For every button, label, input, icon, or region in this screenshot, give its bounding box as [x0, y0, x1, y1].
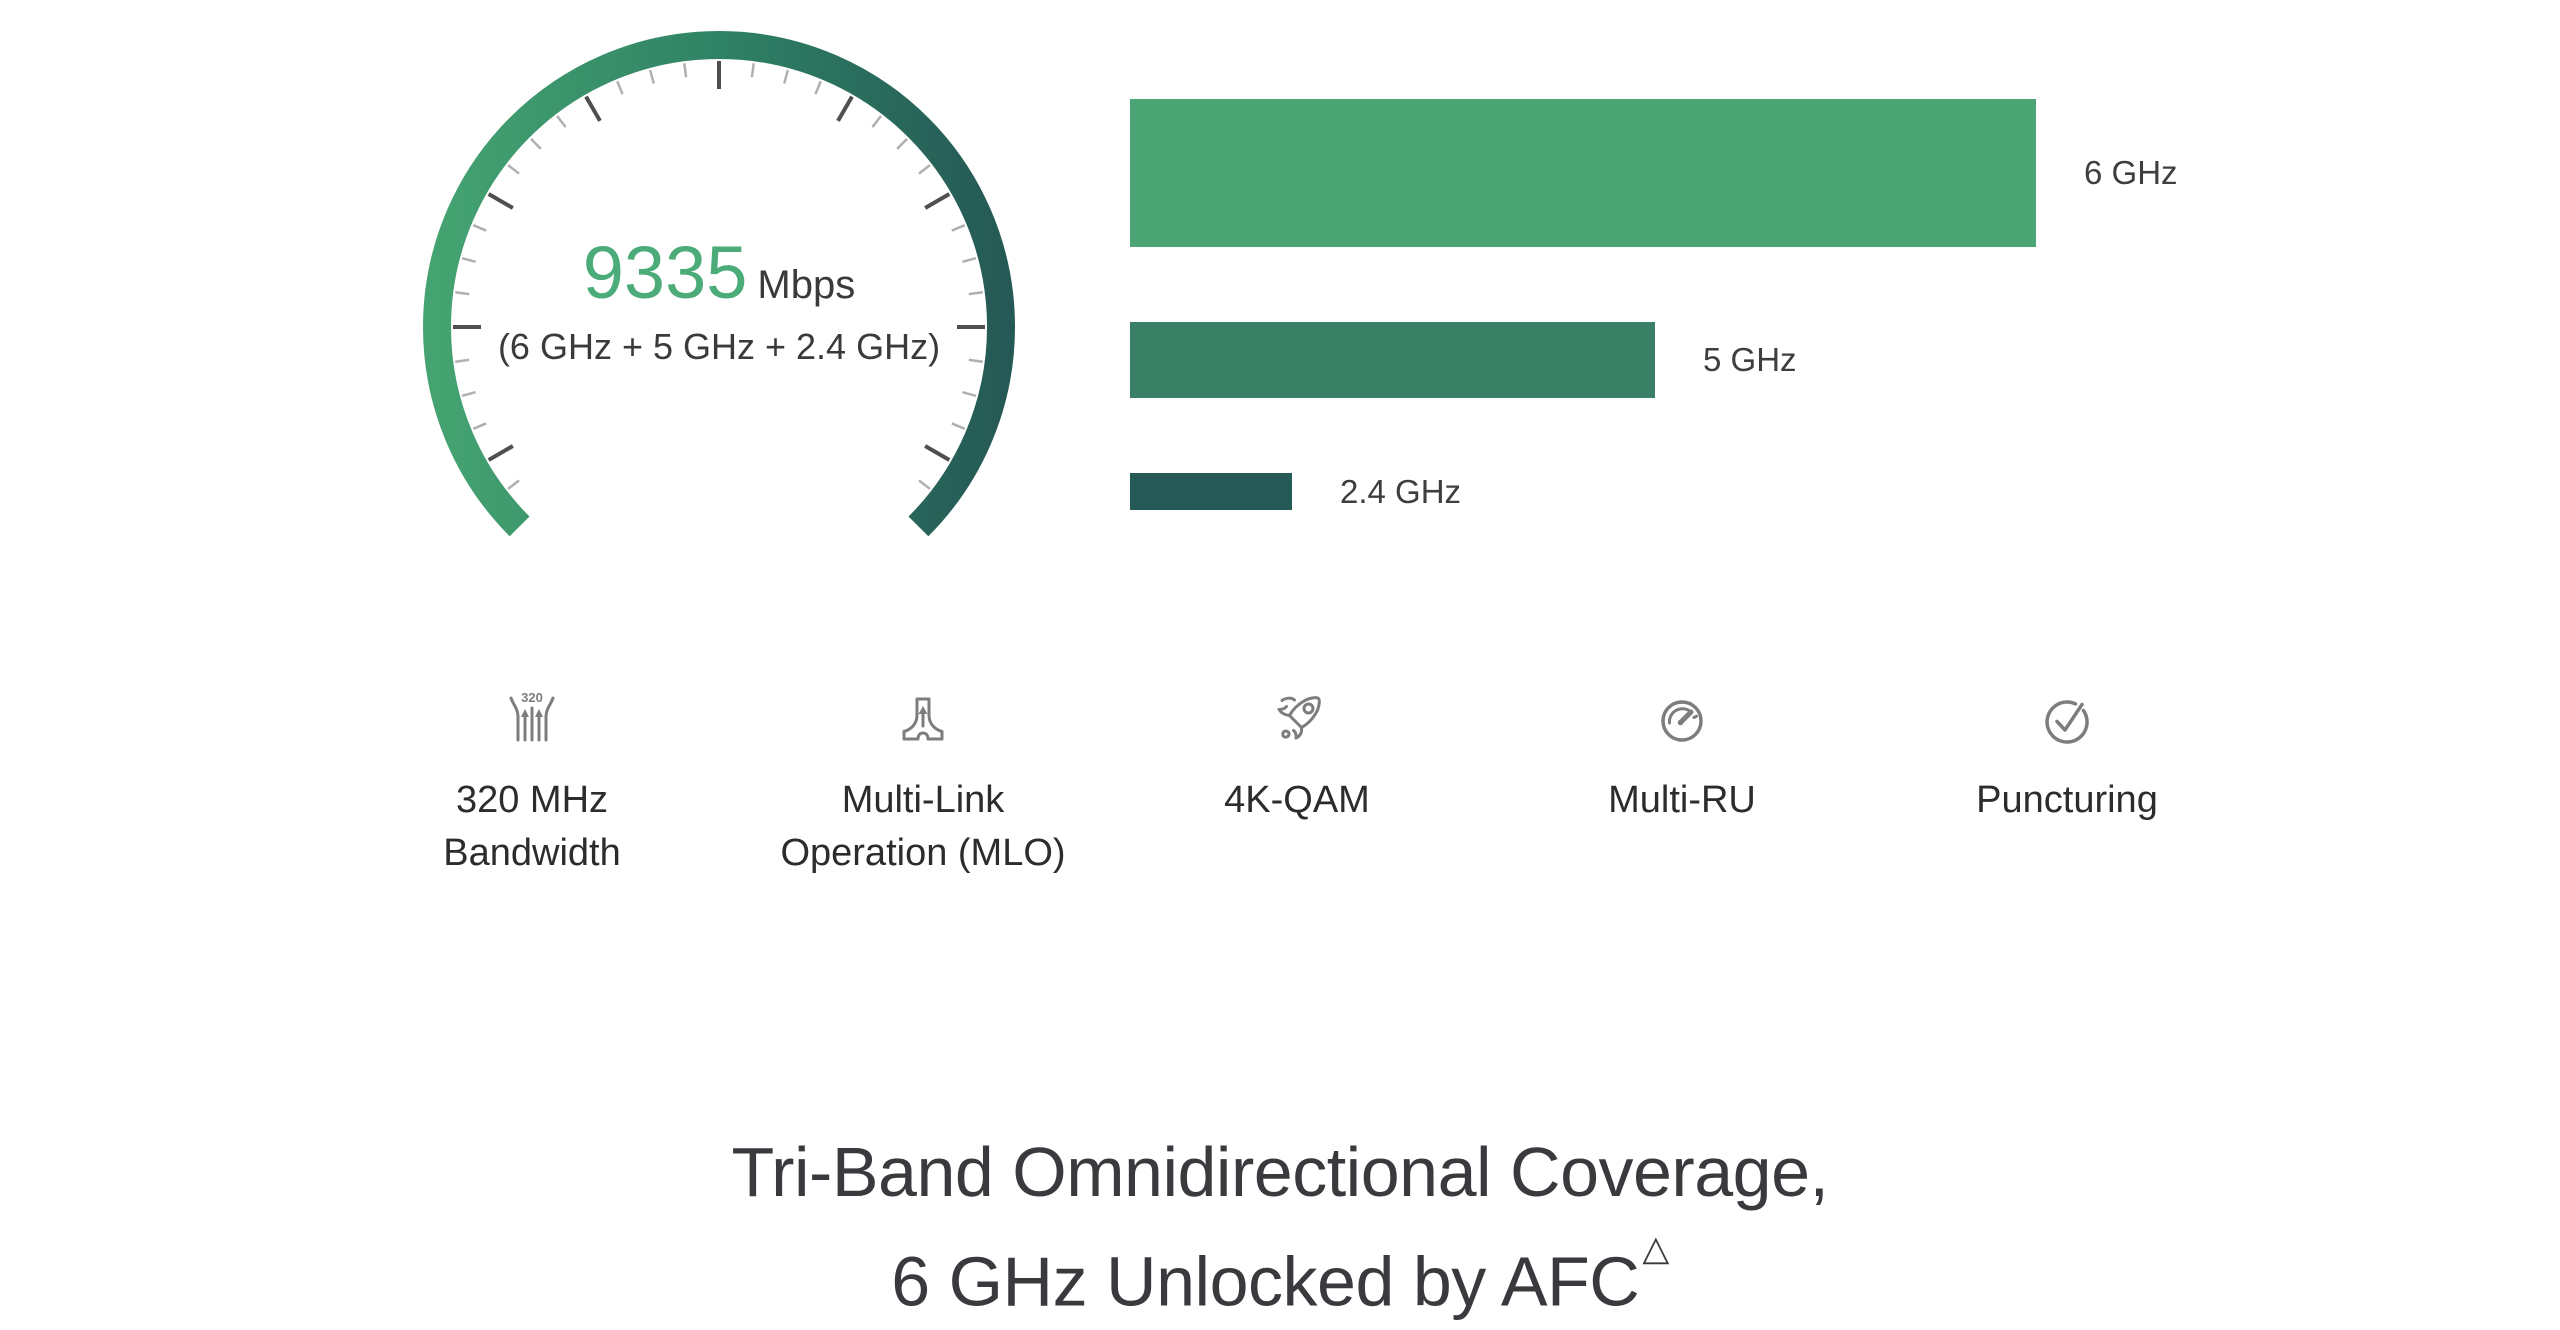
section-heading: Tri-Band Omnidirectional Coverage, 6 GHz… — [0, 1124, 2560, 1330]
feature-label-line2: Operation (MLO) — [780, 832, 1066, 874]
check-circle-icon — [2045, 700, 2089, 744]
heading-line2: 6 GHz Unlocked by AFC△ — [891, 1229, 1669, 1321]
bandwidth-320-icon: 320 — [509, 690, 555, 742]
gauge-subtitle: (6 GHz + 5 GHz + 2.4 GHz) — [497, 326, 941, 367]
bar-row-2-4-ghz: 2.4 GHz — [1130, 473, 1461, 510]
svg-text:320: 320 — [521, 690, 543, 705]
feature-320mhz-bandwidth: 320 320 MHz Bandwidth — [332, 688, 732, 880]
gauge-readout: 9335 Mbps (6 GHz + 5 GHz + 2.4 GHz) — [419, 236, 1019, 368]
multi-link-icon — [902, 697, 944, 741]
gauge-dial-icon — [423, 31, 1015, 537]
bar-label-6-ghz: 6 GHz — [2084, 154, 2178, 191]
bar-2-4-ghz — [1130, 473, 1292, 510]
feature-multi-ru: Multi-RU — [1482, 688, 1882, 827]
feature-multi-link-operation: Multi-Link Operation (MLO) — [723, 688, 1123, 880]
gauge-value: 9335 — [582, 231, 748, 314]
gauge-arc — [423, 31, 1015, 537]
feature-label-line1: Multi-Link — [841, 779, 1005, 821]
afc-footnote-marker: △ — [1642, 1229, 1669, 1268]
feature-label-line1: Puncturing — [1976, 779, 2158, 821]
feature-4k-qam: 4K-QAM — [1097, 688, 1497, 827]
feature-label-line1: 4K-QAM — [1224, 779, 1370, 821]
feature-label-line1: 320 MHz — [455, 779, 609, 821]
feature-puncturing: Puncturing — [1867, 688, 2267, 827]
feature-label-line1: Multi-RU — [1608, 779, 1756, 821]
gauge-ticks — [453, 61, 985, 490]
bar-row-5-ghz: 5 GHz — [1130, 322, 1797, 398]
gauge-unit: Mbps — [757, 263, 856, 307]
bar-label-5-ghz: 5 GHz — [1703, 341, 1797, 378]
feature-label-line2: Bandwidth — [443, 832, 621, 874]
bar-label-2-4-ghz: 2.4 GHz — [1340, 472, 1462, 510]
bar-5-ghz — [1130, 322, 1655, 398]
rocket-icon — [1277, 696, 1321, 740]
bar-6-ghz — [1130, 99, 2036, 247]
speedometer-icon — [1661, 700, 1703, 742]
bar-row-6-ghz: 6 GHz — [1130, 99, 2178, 247]
heading-line1: Tri-Band Omnidirectional Coverage, — [731, 1133, 1829, 1211]
